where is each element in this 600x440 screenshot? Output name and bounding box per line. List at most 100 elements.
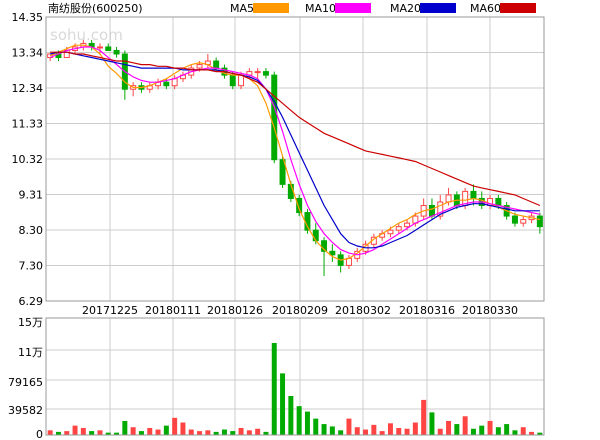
candle-body: [470, 190, 477, 199]
legend-label-ma10: MA10: [305, 2, 336, 15]
volume-bar: [512, 430, 518, 435]
ma5-line: [49, 44, 541, 261]
volume-tick-label: 0: [36, 428, 43, 440]
volume-bar: [230, 431, 236, 435]
legend-swatch-ma5: [253, 3, 289, 13]
volume-tick-label: 39582: [8, 404, 43, 417]
legend-label-ma60: MA60: [470, 2, 501, 15]
date-tick-label: 20180330: [462, 304, 518, 317]
volume-bar: [97, 430, 103, 435]
candle-body: [511, 215, 518, 224]
volume-bar: [304, 411, 310, 435]
volume-bar: [155, 429, 161, 435]
volume-bar: [462, 416, 468, 435]
volume-bar: [487, 420, 493, 435]
volume-bar: [221, 429, 227, 435]
price-tick-label: 8.30: [19, 224, 44, 237]
volume-bar: [346, 418, 352, 435]
volume-bar: [288, 396, 294, 435]
candle-body: [520, 219, 527, 224]
candle-body: [404, 222, 411, 228]
price-tick-label: 10.32: [12, 153, 44, 166]
candle-body: [105, 46, 112, 51]
price-tick-label: 12.34: [12, 82, 44, 95]
volume-bar: [520, 427, 526, 435]
candle-body: [329, 250, 336, 256]
volume-tick-label: 15万: [18, 316, 43, 329]
price-grid: [46, 17, 544, 435]
candle-body: [113, 49, 120, 55]
date-tick-label: 20180316: [399, 304, 455, 317]
price-tick-label: 13.34: [12, 47, 44, 60]
candle-body: [387, 229, 394, 235]
volume-bar: [55, 431, 61, 435]
volume-bar: [47, 430, 53, 435]
date-tick-label: 20180111: [145, 304, 201, 317]
volume-axis-labels: 15万 11万 79165 39582 0: [8, 316, 43, 440]
candle-body: [312, 229, 319, 242]
candle-body: [196, 64, 203, 69]
volume-bars: [47, 342, 543, 435]
stock-title: 南纺股份(600250): [48, 1, 143, 15]
volume-bar: [412, 422, 418, 435]
candle-body: [96, 46, 103, 49]
volume-bar: [188, 429, 194, 435]
watermark: sohu.com: [50, 26, 123, 44]
candle-body: [279, 159, 286, 185]
date-tick-label: 20180209: [272, 304, 328, 317]
ma10-line: [49, 46, 541, 256]
volume-bar: [122, 420, 128, 435]
legend-swatch-ma10: [335, 3, 371, 13]
volume-bar: [280, 373, 286, 435]
volume-bar: [529, 431, 535, 435]
volume-bar: [404, 428, 410, 435]
volume-bar: [379, 431, 385, 435]
volume-bar: [263, 431, 269, 435]
candle-body: [213, 60, 220, 69]
candle-body: [536, 215, 543, 228]
candle-body: [171, 78, 178, 87]
volume-bar: [296, 406, 302, 435]
legend-swatch-ma20: [420, 3, 456, 13]
volume-bar: [163, 425, 169, 435]
volume-bar: [255, 428, 261, 435]
candle-body: [287, 183, 294, 199]
price-panel-frame: [45, 16, 545, 302]
volume-bar: [138, 431, 144, 435]
volume-bar: [504, 424, 510, 435]
volume-bar: [479, 425, 485, 435]
legend-label-ma5: MA5: [230, 2, 254, 15]
volume-bar: [387, 423, 393, 435]
ma-legend: MA5 MA10 MA20 MA60: [230, 2, 536, 15]
volume-tick-label: 11万: [18, 346, 43, 359]
ma60-line: [50, 51, 541, 207]
volume-bar: [197, 431, 203, 435]
candle-body: [163, 81, 170, 87]
candle-body: [262, 71, 269, 76]
price-tick-label: 14.35: [12, 11, 44, 24]
volume-bar: [371, 424, 377, 435]
candle-body: [238, 74, 245, 87]
volume-bar: [238, 427, 244, 435]
volume-bar: [80, 427, 86, 435]
date-tick-label: 20171225: [82, 304, 138, 317]
price-tick-label: 6.29: [19, 295, 44, 308]
candle-body: [428, 205, 435, 217]
volume-panel-frame: [45, 317, 545, 436]
volume-bar: [454, 424, 460, 435]
volume-bar: [321, 424, 327, 435]
candle-body: [437, 201, 444, 217]
volume-bar: [114, 432, 120, 435]
volume-bar: [72, 425, 78, 435]
volume-bar: [429, 412, 435, 435]
date-axis-labels: 20171225 20180111 20180126 20180209 20180302…: [82, 304, 518, 317]
volume-bar: [89, 431, 95, 435]
price-axis-labels: 14.35 13.34 12.34 11.33 10.32 9.31 8.30 7.30 6.2…: [12, 11, 44, 308]
volume-bar: [329, 426, 335, 435]
volume-bar: [495, 427, 501, 435]
volume-bar: [172, 417, 178, 435]
legend-swatch-ma60: [500, 3, 536, 13]
date-tick-label: 20180126: [207, 304, 263, 317]
volume-bar: [470, 428, 476, 435]
